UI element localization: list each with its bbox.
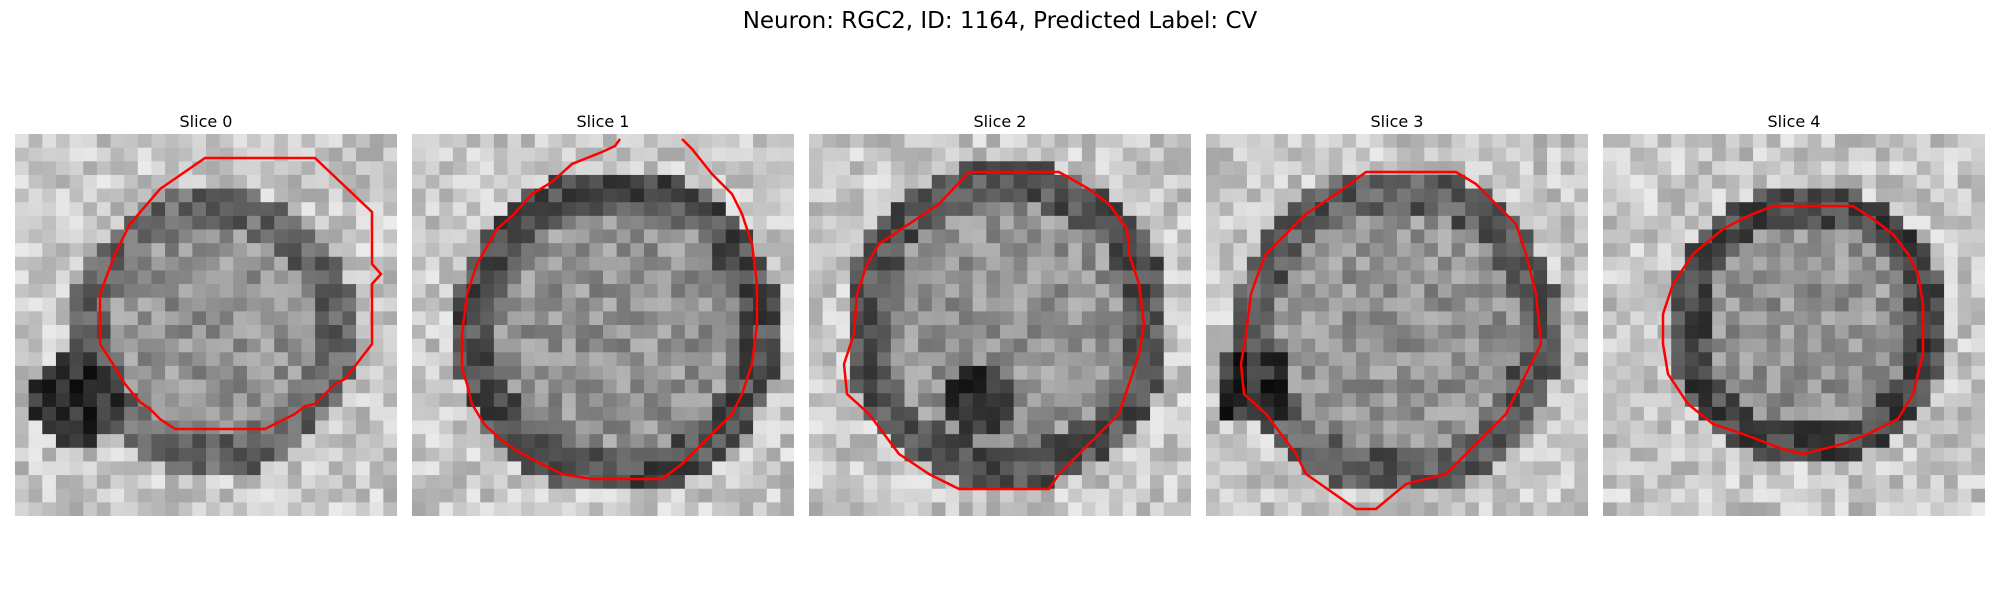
slice-panel-1: Slice 1 [412,110,794,516]
slice-title: Slice 0 [179,112,233,131]
slice-panel-2: Slice 2 [809,110,1191,516]
slice-image-1 [412,134,794,516]
slice-image-3 [1206,134,1588,516]
slice-image-4 [1603,134,1985,516]
slice-title: Slice 3 [1370,112,1424,131]
segmentation-contour [98,156,383,431]
slice-panel-4: Slice 4 [1603,110,1985,516]
slice-panel-0: Slice 0 [15,110,397,516]
figure-title: Neuron: RGC2, ID: 1164, Predicted Label:… [742,8,1258,34]
segmentation-contour [1661,204,1925,456]
slice-image-0 [15,134,397,516]
slice-image-2 [809,134,1191,516]
slice-panel-3: Slice 3 [1206,110,1588,516]
slice-title: Slice 2 [973,112,1027,131]
slice-title: Slice 1 [576,112,630,131]
slice-title: Slice 4 [1767,112,1821,131]
segmentation-contour [1239,170,1543,511]
segmentation-contour [842,170,1146,491]
segmentation-contour [460,138,759,481]
